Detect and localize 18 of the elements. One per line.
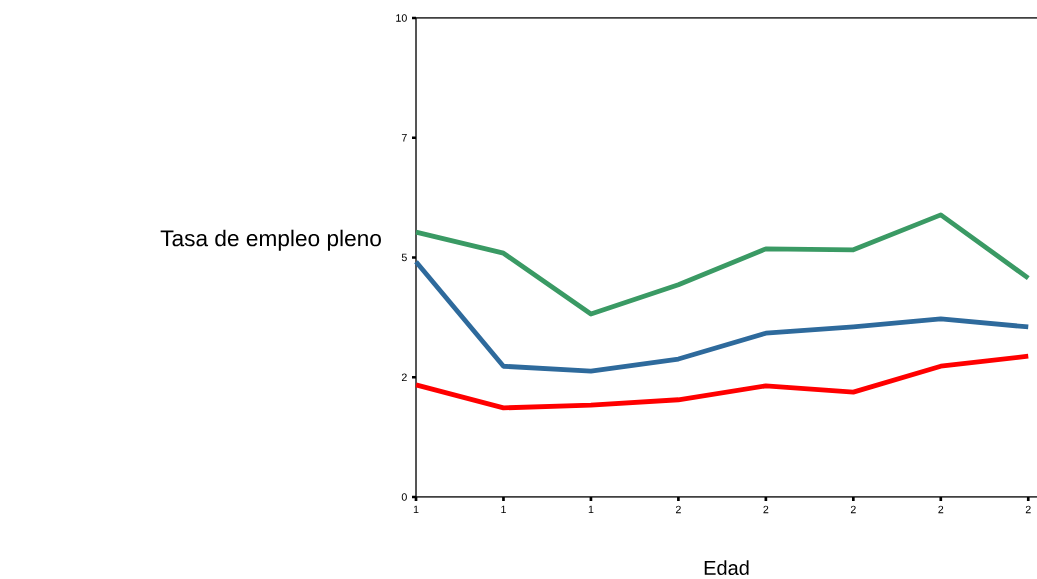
y-tick-label: 10	[396, 14, 407, 22]
x-tick-label: 1	[588, 505, 594, 514]
x-tick-label: 2	[763, 505, 769, 514]
x-axis-title: Edad	[704, 560, 749, 575]
y-tick-label: 2	[401, 373, 407, 381]
x-tick-label: 2	[850, 505, 856, 514]
line-series	[413, 212, 1031, 317]
x-tick-label: 1	[501, 505, 506, 514]
y-tick-label: 5	[401, 253, 407, 262]
y-axis-title: Tasa de empleo pleno	[160, 229, 381, 251]
y-tick-label: 0	[401, 493, 407, 501]
x-tick-label: 2	[675, 505, 681, 514]
x-tick-label: 2	[1025, 505, 1031, 514]
y-tick-label: 7	[401, 134, 407, 142]
line-series	[413, 353, 1031, 411]
x-tick-label: 1	[413, 505, 419, 514]
x-tick-label: 2	[938, 505, 944, 514]
line-series	[413, 259, 1031, 374]
